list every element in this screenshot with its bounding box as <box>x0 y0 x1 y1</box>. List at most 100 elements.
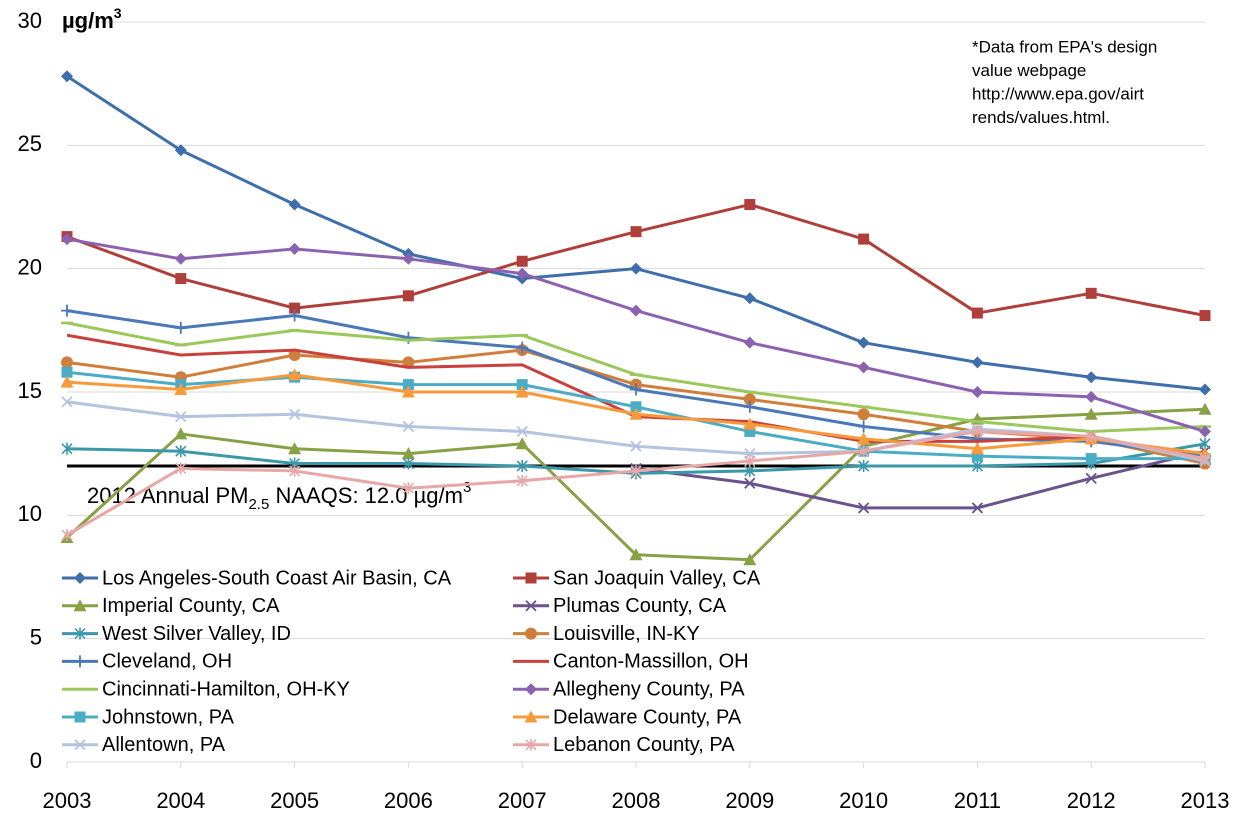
data-point <box>515 437 529 450</box>
data-point <box>743 417 757 430</box>
data-point <box>289 302 301 314</box>
legend-marker <box>525 572 537 584</box>
data-point <box>1199 310 1211 322</box>
data-point <box>1199 425 1211 438</box>
x-tick-label: 2008 <box>612 788 661 813</box>
label-sub: 2.5 <box>248 496 269 513</box>
data-point <box>402 420 415 433</box>
data-point <box>288 242 301 255</box>
data-point <box>516 474 528 487</box>
data-point <box>744 477 756 489</box>
legend-label: San Joaquin Valley, CA <box>553 567 761 589</box>
annotation: value webpage <box>972 61 1086 80</box>
data-point <box>630 262 642 275</box>
data-point <box>61 233 73 246</box>
data-point <box>970 442 984 455</box>
data-point <box>174 144 187 157</box>
unit-sup: 3 <box>114 5 122 21</box>
data-point <box>288 368 302 381</box>
data-point <box>402 331 415 344</box>
data-point <box>516 460 528 472</box>
data-point <box>857 420 870 433</box>
data-point <box>1085 390 1098 403</box>
data-point <box>1199 452 1211 465</box>
data-point <box>630 464 642 477</box>
data-point <box>971 502 984 514</box>
data-point <box>630 383 642 396</box>
data-point <box>744 425 756 437</box>
unit-text: µg/m <box>62 8 114 33</box>
x-tick-label: 2012 <box>1067 788 1116 813</box>
data-point <box>1085 371 1098 384</box>
legend-marker <box>74 627 86 640</box>
data-point <box>971 386 984 398</box>
data-point <box>743 292 756 305</box>
data-point <box>175 462 187 475</box>
data-point <box>743 336 756 349</box>
data-point <box>288 198 301 211</box>
data-point <box>402 252 415 265</box>
series-line <box>66 203 1206 318</box>
data-point <box>175 411 187 423</box>
data-point <box>1085 430 1097 443</box>
y-tick-label: 30 <box>18 8 42 33</box>
data-point <box>61 442 73 455</box>
legend-marker <box>524 710 538 723</box>
data-point <box>971 307 983 319</box>
data-point <box>516 267 529 280</box>
legend-marker <box>525 683 537 696</box>
data-point <box>1085 472 1097 484</box>
data-point <box>630 401 642 413</box>
legend-label: Allentown, PA <box>102 734 226 756</box>
x-tick-label: 2004 <box>156 788 205 813</box>
legend-label: Cincinnati-Hamilton, OH-KY <box>102 678 350 700</box>
legend-marker <box>74 572 86 584</box>
data-point <box>61 366 73 378</box>
data-point <box>60 375 74 388</box>
data-point <box>744 455 756 468</box>
legend-label: Delaware County, PA <box>553 706 742 728</box>
x-tick-label: 2010 <box>839 788 888 813</box>
legend-label: Imperial County, CA <box>102 595 280 617</box>
legend-marker <box>74 711 86 723</box>
data-point <box>857 408 870 421</box>
data-point <box>288 442 302 455</box>
data-point <box>288 309 301 322</box>
data-point <box>401 447 415 460</box>
data-point <box>857 336 870 349</box>
data-point <box>61 356 73 369</box>
y-tick-label: 10 <box>18 501 42 526</box>
data-point <box>1198 402 1212 415</box>
legend-label: Canton-Massillon, OH <box>553 651 749 673</box>
annotation: *Data from EPA's design <box>972 37 1157 56</box>
y-tick-label: 15 <box>18 378 42 403</box>
data-point <box>971 450 983 462</box>
legend-label: Louisville, IN-KY <box>553 623 700 645</box>
data-point <box>402 482 414 495</box>
x-tick-label: 2007 <box>498 788 547 813</box>
data-point <box>630 304 642 317</box>
y-tick-label: 20 <box>18 254 42 279</box>
data-point <box>174 383 188 396</box>
data-point <box>174 427 188 440</box>
data-point <box>743 393 756 406</box>
data-point <box>858 445 870 458</box>
data-point <box>858 460 870 472</box>
legend-label: Los Angeles-South Coast Air Basin, CA <box>102 567 452 589</box>
data-point <box>516 425 528 438</box>
data-point <box>1199 383 1211 396</box>
data-point <box>743 553 757 566</box>
data-point <box>515 385 529 398</box>
data-point <box>61 529 73 542</box>
data-point <box>971 460 983 472</box>
annotation: rends/values.html. <box>972 108 1110 127</box>
legend-marker <box>74 739 86 751</box>
data-point <box>629 548 643 561</box>
label-sup: 3 <box>463 479 471 496</box>
data-point <box>743 400 756 413</box>
data-point <box>61 70 73 83</box>
legend-label: Cleveland, OH <box>102 651 232 673</box>
data-point <box>744 199 756 211</box>
series-line <box>635 449 1206 510</box>
data-point <box>971 425 983 438</box>
